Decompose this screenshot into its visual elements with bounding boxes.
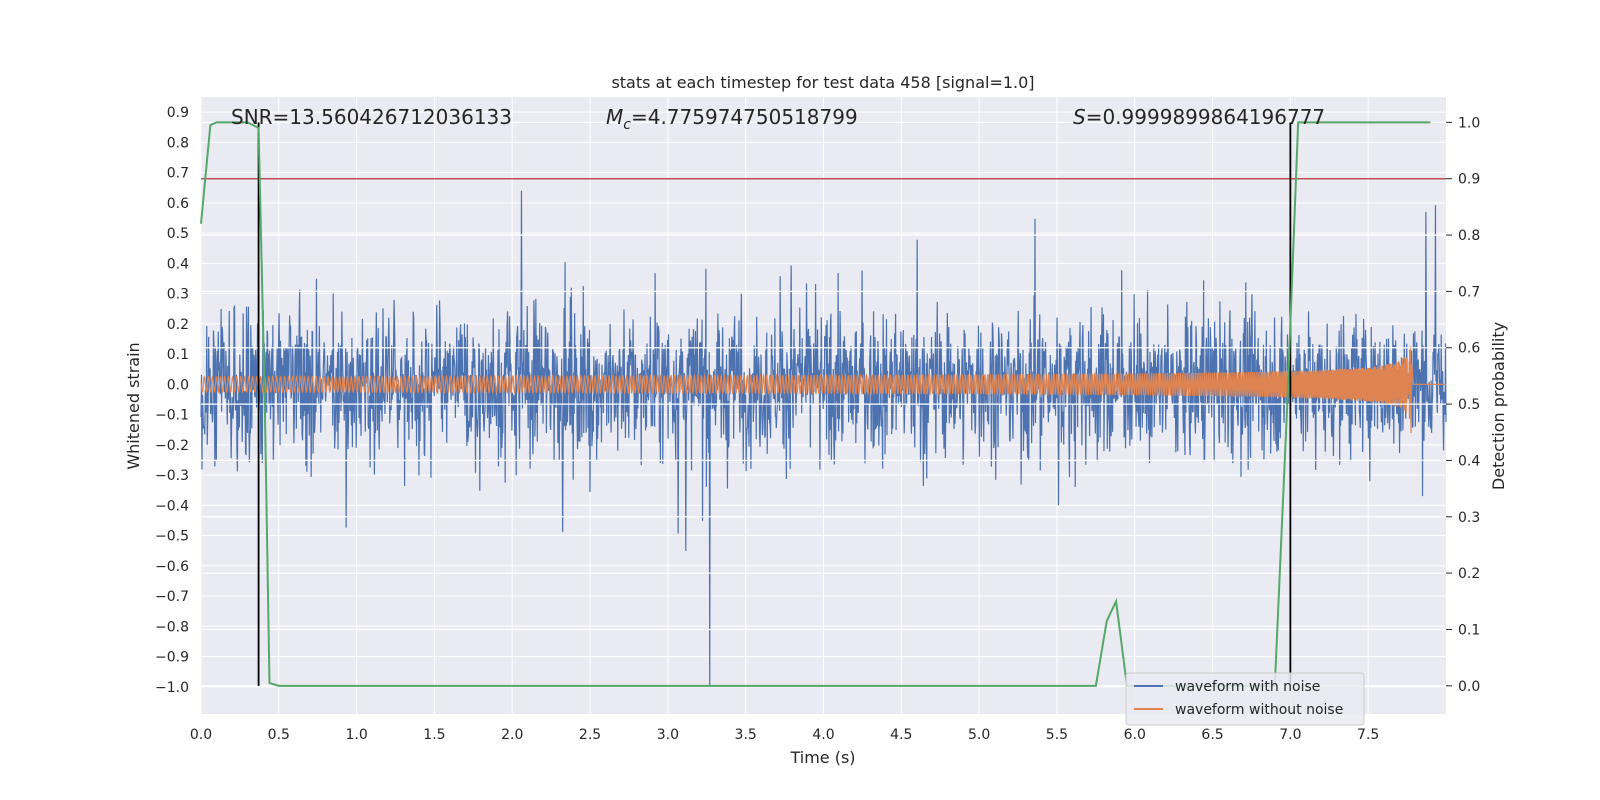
x-tick-label: 2.5: [579, 727, 601, 743]
x-tick-label: 4.0: [812, 727, 834, 743]
noise-series: [200, 190, 1447, 687]
x-tick-label: 1.0: [345, 727, 367, 743]
x-tick-label: 3.5: [735, 727, 757, 743]
y2-tick-label: 0.9: [1458, 172, 1480, 188]
mc-subscript: c: [623, 117, 631, 133]
noise-line: [200, 190, 1447, 687]
y-tick-label: 0.5: [167, 226, 189, 242]
mc-symbol: M: [606, 105, 623, 129]
y2-tick-label: 0.2: [1458, 566, 1480, 582]
x-tick-label: 6.0: [1124, 727, 1146, 743]
x-tick-label: 4.5: [890, 727, 912, 743]
y-tick-label: −0.5: [155, 529, 189, 545]
chirp-line: [200, 346, 1446, 434]
y-tick-label: 0.2: [167, 317, 189, 333]
ticks: 0.0 0.5 1.0 1.5 2.0 2.5 3.0 3.5 4.0 4.5 5.0 5.5 6.0 6…: [155, 105, 1480, 743]
y-tick-label: 0.1: [167, 347, 189, 363]
y-tick-label: −0.6: [155, 559, 189, 575]
s-annotation: S=0.9999899864196777: [1073, 105, 1325, 129]
y2-tick-label: 0.0: [1458, 679, 1480, 695]
y-tick-label: −0.3: [155, 468, 189, 484]
overlay-grid: [201, 121, 1446, 687]
y-tick-label: −0.2: [155, 438, 189, 454]
x-tick-label: 5.0: [968, 727, 990, 743]
y-tick-label: 0.6: [167, 196, 189, 212]
legend-box: [1125, 672, 1365, 726]
chart-title: stats at each timestep for test data 458…: [611, 73, 1034, 92]
y-tick-label: 0.3: [167, 287, 189, 303]
y-tick-label: −1.0: [155, 680, 189, 696]
y2-tick-label: 0.3: [1458, 510, 1480, 526]
y-tick-label: −0.1: [155, 408, 189, 424]
y-tick-label: −0.8: [155, 619, 189, 635]
chirp-series: [200, 346, 1446, 434]
y2-tick-label: 0.4: [1458, 453, 1480, 469]
y-tick-label: −0.9: [155, 650, 189, 666]
s-symbol: S: [1073, 105, 1086, 129]
x-tick-label: 3.0: [657, 727, 679, 743]
legend-label-chirp: waveform without noise: [1175, 702, 1343, 718]
x-tick-label: 5.5: [1046, 727, 1068, 743]
y-tick-label: 0.4: [167, 256, 189, 272]
x-tick-label: 0.5: [268, 727, 290, 743]
x-tick-label: 7.0: [1279, 727, 1301, 743]
y-tick-label: −0.7: [155, 589, 189, 605]
x-tick-label: 6.5: [1201, 727, 1223, 743]
y2-tick-label: 0.5: [1458, 397, 1480, 413]
legend: waveform with noise waveform without noi…: [1125, 672, 1365, 726]
x-tick-label: 0.0: [190, 727, 212, 743]
y2-tick-label: 0.8: [1458, 228, 1480, 244]
y-axis-label: Whitened strain: [124, 342, 143, 469]
x-tick-label: 7.5: [1357, 727, 1379, 743]
vertical-markers: [257, 122, 1292, 686]
legend-label-noise: waveform with noise: [1175, 679, 1320, 695]
x-axis-label: Time (s): [789, 748, 855, 767]
y2-tick-label: 0.1: [1458, 622, 1480, 638]
y-tick-label: 0.8: [167, 135, 189, 151]
y2-tick-label: 0.7: [1458, 284, 1480, 300]
y-tick-label: 0.0: [167, 377, 189, 393]
mc-annotation: Mc=4.775974750518799: [606, 105, 858, 133]
mc-value: =4.775974750518799: [631, 105, 858, 129]
x-tick-label: 1.5: [423, 727, 445, 743]
y-tick-label: 0.7: [167, 166, 189, 182]
y2-tick-label: 0.6: [1458, 341, 1480, 357]
snr-annotation: SNR=13.560426712036133: [231, 105, 512, 129]
x-tick-label: 2.0: [501, 727, 523, 743]
s-value: =0.9999899864196777: [1086, 105, 1325, 129]
y-tick-label: −0.4: [155, 498, 189, 514]
y2-tick-label: 1.0: [1458, 115, 1480, 131]
y-tick-label: 0.9: [167, 105, 189, 121]
y2-axis-label: Detection probability: [1489, 322, 1508, 490]
